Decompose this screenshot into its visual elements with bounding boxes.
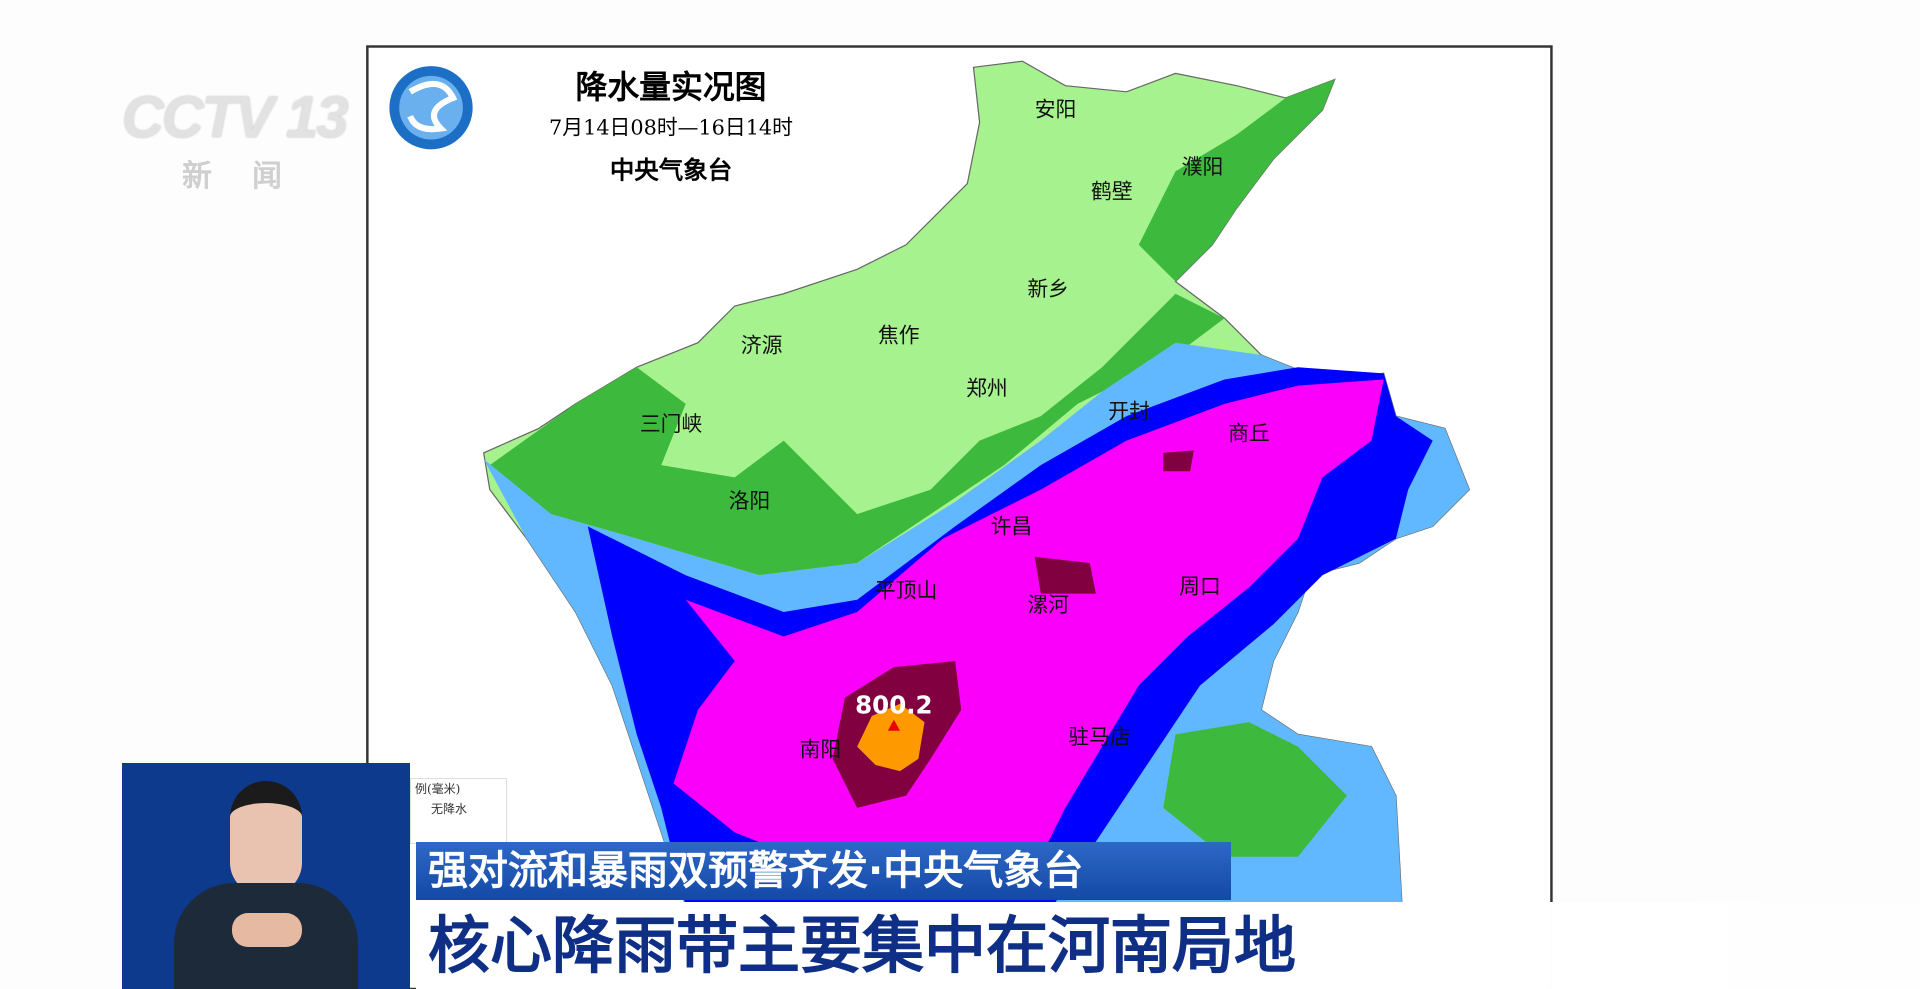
region-green-south (1163, 722, 1347, 857)
region-dark-red-small (1034, 556, 1096, 594)
interpreter-hands (232, 913, 302, 947)
map-source: 中央气象台 (610, 156, 732, 185)
city-label: 洛阳 (729, 489, 771, 513)
city-label: 漯河 (1027, 593, 1069, 617)
city-label: 周口 (1179, 575, 1221, 599)
legend-item: 无降水 (431, 802, 468, 816)
region-dark-red-small-2 (1163, 450, 1194, 472)
map-period: 7月14日08时—16日14时 (549, 116, 793, 140)
headline-top: 强对流和暴雨双预警齐发·中央气象台 (416, 842, 1231, 900)
city-label: 三门峡 (640, 412, 703, 436)
map-title: 降水量实况图 (576, 68, 767, 106)
city-label: 新乡 (1027, 277, 1069, 301)
region-orange (857, 703, 925, 772)
interpreter-head (230, 781, 302, 895)
max-point-triangle-icon (887, 719, 900, 731)
city-label: 开封 (1108, 400, 1150, 424)
city-label: 焦作 (878, 324, 920, 348)
city-label: 许昌 (991, 515, 1033, 539)
max-rainfall-label: 800.2 (855, 691, 932, 720)
city-label: 鹤壁 (1091, 179, 1133, 203)
city-label: 平顶山 (875, 578, 937, 602)
city-label: 南阳 (800, 737, 842, 761)
legend-title: 例(毫米) (415, 782, 461, 796)
city-label: 驻马店 (1068, 725, 1130, 749)
city-label: 商丘 (1228, 422, 1270, 446)
map-legend: 例(毫米) 无降水 (410, 778, 507, 844)
headline-main: 核心降雨带主要集中在河南局地 (416, 902, 1920, 989)
region-green (489, 293, 1225, 576)
henan-rainfall-regions (482, 60, 1471, 907)
sign-language-interpreter (122, 763, 410, 989)
city-labels: 安阳 濮阳 鹤壁 新乡 济源 焦作 郑州 开封 商丘 三门峡 洛阳 许昌 平顶山… (640, 97, 1270, 761)
city-label: 郑州 (966, 376, 1008, 400)
cma-logo (389, 66, 473, 150)
cctv13-logo: CCTV 13 新闻 (122, 85, 349, 194)
city-label: 济源 (741, 334, 783, 358)
city-label: 濮阳 (1182, 155, 1224, 179)
region-green-north (1138, 79, 1335, 282)
city-label: 安阳 (1035, 97, 1077, 121)
